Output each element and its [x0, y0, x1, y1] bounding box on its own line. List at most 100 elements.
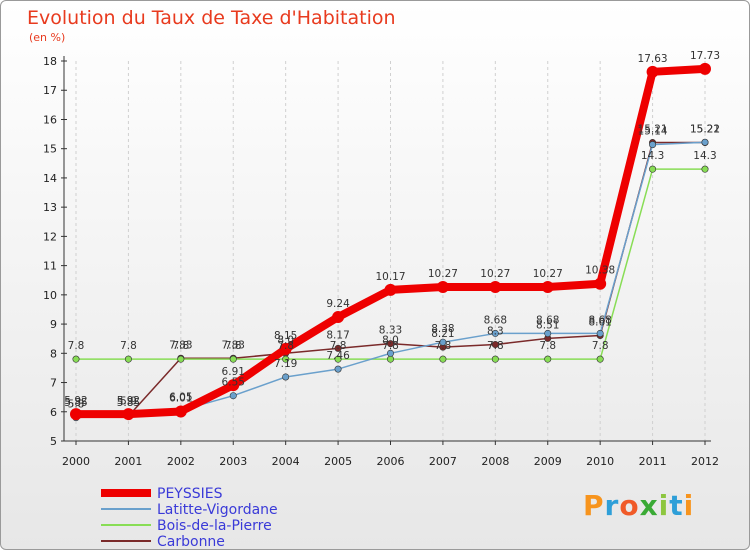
data-label: 6.91 [222, 366, 245, 378]
data-label: 17.73 [690, 50, 720, 62]
data-point [386, 340, 394, 348]
data-point [229, 355, 237, 363]
data-point [334, 365, 342, 373]
y-tick-label: 10 [43, 289, 57, 302]
data-label: 7.19 [274, 358, 297, 370]
data-point [334, 355, 342, 363]
data-point [334, 344, 342, 352]
data-label: 8.3 [487, 326, 504, 338]
data-point [439, 338, 447, 346]
data-point [544, 355, 552, 363]
data-label: 10.27 [533, 268, 563, 280]
data-label: 8.38 [431, 323, 454, 335]
legend-label: PEYSSIES [157, 486, 223, 502]
legend: PEYSSIESLatitte-VigordaneBois-de-la-Pier… [101, 486, 278, 550]
y-tick-label: 14 [43, 172, 57, 185]
data-label: 7.8 [539, 340, 556, 352]
x-tick-label: 2011 [639, 455, 667, 468]
data-point [541, 280, 554, 293]
data-point [491, 355, 499, 363]
data-label: 7.8 [330, 340, 347, 352]
x-tick-label: 2006 [377, 455, 405, 468]
data-label: 7.46 [326, 350, 350, 362]
data-label: 10.17 [375, 271, 405, 283]
x-tick-label: 2012 [691, 455, 719, 468]
logo-letter: x [639, 489, 659, 522]
data-label: 8.51 [536, 319, 559, 331]
data-point [436, 280, 449, 293]
data-label: 15.14 [638, 126, 668, 138]
y-tick-label: 8 [50, 347, 57, 360]
data-label: 15.22 [690, 123, 720, 135]
data-label: 5.8 [68, 399, 85, 411]
data-label: 7.8 [225, 340, 242, 352]
data-label: 7.8 [435, 340, 452, 352]
data-label: 8.68 [588, 314, 611, 326]
data-label: 8.21 [431, 328, 454, 340]
chart-subtitle: (en %) [29, 31, 66, 44]
data-label: 7.8 [120, 340, 137, 352]
data-point [386, 355, 394, 363]
data-point [489, 280, 502, 293]
data-label: 8.0 [382, 334, 399, 346]
legend-label: Carbonne [157, 534, 225, 550]
y-tick-label: 15 [43, 143, 57, 156]
x-tick-label: 2002 [167, 455, 195, 468]
data-label: 7.83 [222, 339, 245, 351]
data-label: 8.33 [379, 325, 402, 337]
x-tick-label: 2008 [481, 455, 509, 468]
data-point [122, 408, 135, 421]
data-point [701, 138, 709, 146]
legend-label: Bois-de-la-Pierre [157, 518, 272, 534]
y-tick-label: 6 [50, 406, 57, 419]
data-label: 7.8 [487, 340, 504, 352]
data-point [699, 62, 711, 75]
logo-letter: P [583, 489, 605, 522]
data-point [282, 373, 290, 381]
data-label: 5.85 [64, 397, 87, 409]
data-label: 6.01 [169, 392, 192, 404]
y-tick-label: 16 [43, 113, 57, 126]
data-label: 5.92 [117, 395, 140, 407]
data-point [439, 355, 447, 363]
data-label: 5.85 [117, 397, 140, 409]
data-label: 7.8 [592, 340, 609, 352]
data-label: 8.61 [588, 316, 611, 328]
logo-letter: o [619, 489, 640, 522]
data-label: 17.63 [638, 53, 668, 65]
data-point [227, 379, 240, 392]
x-tick-label: 2005 [324, 455, 352, 468]
data-point [544, 329, 552, 337]
logo-letter: i [683, 489, 695, 522]
data-label: 5.92 [64, 395, 87, 407]
x-tick-label: 2003 [219, 455, 247, 468]
axes: 5 6 7 8 9 10 11 12 13 14 15 16 17 18 2000 2001 2002 2003 2… [43, 55, 719, 468]
y-tick-label: 5 [50, 435, 57, 448]
data-point [649, 141, 657, 149]
data-point [491, 329, 499, 337]
data-label: 8.68 [536, 314, 559, 326]
data-label: 6.55 [222, 377, 245, 389]
y-tick-label: 18 [43, 55, 57, 68]
data-label: 7.83 [169, 339, 192, 351]
data-point [70, 408, 82, 421]
logo-letter: i [658, 489, 670, 522]
y-tick-label: 17 [43, 84, 57, 97]
data-label: 7.8 [382, 340, 399, 352]
data-label: 7.8 [172, 340, 189, 352]
data-label: 14.3 [641, 150, 664, 162]
y-tick-label: 7 [50, 377, 57, 390]
legend-label: Latitte-Vigordane [157, 502, 278, 518]
data-point [596, 355, 604, 363]
y-tick-label: 12 [43, 230, 57, 243]
data-point [177, 355, 185, 363]
x-tick-label: 2007 [429, 455, 457, 468]
data-label: 7.8 [68, 340, 85, 352]
data-label: 15.21 [638, 124, 668, 136]
logo-letter: r [604, 489, 620, 522]
y-tick-label: 9 [50, 318, 57, 331]
data-point [649, 165, 657, 173]
data-point [174, 405, 187, 418]
data-label: 14.3 [693, 150, 716, 162]
